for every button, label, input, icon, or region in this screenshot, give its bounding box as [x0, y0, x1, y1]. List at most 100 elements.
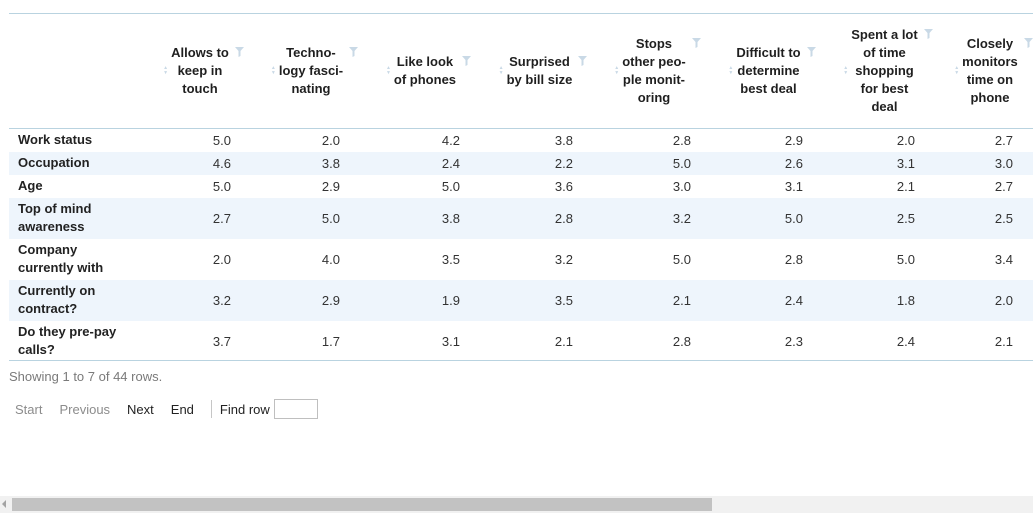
table-cell: 5.0	[896, 251, 915, 267]
horizontal-scrollbar[interactable]	[0, 496, 1033, 513]
start-button[interactable]: Start	[15, 401, 43, 417]
table-cell: 2.4	[784, 292, 803, 308]
sort-icon[interactable]: ▲ ▼	[498, 65, 504, 76]
column-header-label: Spent a lot of time shopping for best deal	[851, 26, 917, 116]
table-cell: 2.4	[441, 155, 460, 171]
table-cell: 2.7	[994, 178, 1013, 194]
row-header-line: Company	[18, 242, 78, 257]
filter-icon[interactable]	[349, 47, 359, 57]
table-row: Work status 5.0 2.0 4.2 3.8 2.8 2.9 2.0 2.7	[9, 129, 1033, 152]
sort-icon[interactable]: ▲ ▼	[385, 65, 391, 76]
row-header-line: Work status	[18, 132, 93, 148]
previous-button[interactable]: Previous	[59, 401, 111, 417]
filter-icon[interactable]	[923, 29, 933, 39]
table-cell: 3.1	[896, 155, 915, 171]
column-header-line: nating	[291, 81, 331, 96]
filter-icon[interactable]	[578, 56, 588, 66]
column-header-line: touch	[182, 81, 218, 96]
table-cell: 5.0	[441, 178, 460, 194]
table-cell: 3.2	[554, 251, 573, 267]
sort-icon[interactable]: ▲ ▼	[728, 65, 734, 76]
column-header[interactable]: ▲ ▼ Techno-logy fasci-nating	[250, 14, 364, 129]
column-header-cell: ▲ ▼ Surprised by bill size	[478, 14, 593, 128]
table-row: Age 5.0 2.9 5.0 3.6 3.0 3.1 2.1 2.7	[9, 175, 1033, 198]
column-header-cell: ▲ ▼ Difficult to determine best deal	[707, 14, 822, 128]
table-cell: 5.0	[672, 155, 691, 171]
column-header[interactable]: ▲ ▼ Spent a lot of time shopping for best deal	[822, 14, 939, 129]
column-header[interactable]: ▲ ▼ Surprised by bill size	[478, 14, 593, 129]
column-header-label: Stops other peo-ple monit-oring	[622, 35, 686, 107]
filter-icon[interactable]	[462, 56, 472, 66]
table-cell: 2.7	[994, 132, 1013, 148]
sort-icon[interactable]: ▲ ▼	[163, 65, 169, 76]
sort-icon[interactable]: ▲ ▼	[843, 65, 849, 76]
column-header-line: phone	[970, 90, 1010, 105]
row-header-line: Currently on	[18, 283, 96, 298]
table-cell: 5.0	[212, 132, 231, 148]
row-header: Company currently with	[9, 239, 142, 280]
table-cell: 3.1	[784, 178, 803, 194]
column-header-line: Surprised	[509, 54, 570, 69]
sort-icon[interactable]: ▲ ▼	[270, 65, 276, 76]
row-header-line: Top of mind	[18, 201, 92, 216]
table-cell: 2.0	[321, 132, 340, 148]
table-cell: 1.9	[441, 292, 460, 308]
column-header-line: Allows to	[171, 45, 229, 60]
column-header-line: Stops	[635, 36, 673, 51]
table-cell: 2.9	[784, 132, 803, 148]
scrollbar-thumb[interactable]	[12, 498, 712, 511]
table-cell: 2.6	[784, 155, 803, 171]
table-row: Company currently with 2.0 4.0 3.5 3.2 5.0 2.8 5…	[9, 239, 1033, 280]
filter-icon[interactable]	[691, 38, 701, 48]
column-header-cell: ▲ ▼ Techno-logy fasci-nating	[250, 14, 364, 128]
pager-divider	[210, 400, 212, 418]
table-cell: 5.0	[672, 251, 691, 267]
table-cell: 1.8	[896, 292, 915, 308]
pagination: Start Previous Next End Find row	[15, 399, 318, 419]
next-button[interactable]: Next	[127, 401, 154, 417]
column-header-cell: ▲ ▼ Closely monitors time on phone	[939, 14, 1033, 128]
table-cell: 2.1	[994, 333, 1013, 349]
table-cell: 3.0	[994, 155, 1013, 171]
column-header-line: Difficult to	[736, 45, 801, 60]
table-header: ▲ ▼ Allows to keep in touch ▲ ▼ Techno-logy fas…	[9, 13, 1033, 129]
row-header-line: Age	[18, 178, 43, 193]
column-header-line: of time	[863, 45, 906, 60]
table-cell: 3.5	[554, 292, 573, 308]
column-header-cell: ▲ ▼ Stops other peo-ple monit-oring	[593, 14, 707, 128]
row-header: Do they pre-pay calls?	[9, 321, 142, 362]
column-header[interactable]: ▲ ▼ Stops other peo-ple monit-oring	[593, 14, 707, 129]
find-row-input[interactable]	[273, 399, 318, 419]
sort-icon[interactable]: ▲ ▼	[954, 65, 960, 76]
table-cell: 2.0	[994, 292, 1013, 308]
table-row: Currently on contract? 3.2 2.9 1.9 3.5 2.1 2.4 1…	[9, 279, 1033, 321]
column-header-label: Allows to keep in touch	[171, 44, 229, 98]
row-header-line: Do they pre-pay	[18, 324, 117, 339]
column-header-cell: ▲ ▼ Like look of phones	[364, 14, 478, 128]
column-header[interactable]: ▲ ▼ Like look of phones	[364, 14, 478, 129]
table-cell: 1.7	[321, 333, 340, 349]
table-cell: 4.0	[321, 251, 340, 267]
filter-icon[interactable]	[806, 47, 816, 57]
column-header-line: for best	[860, 81, 909, 96]
table-cell: 3.8	[554, 132, 573, 148]
column-header[interactable]: ▲ ▼ Allows to keep in touch	[142, 14, 250, 129]
table-cell: 3.5	[441, 251, 460, 267]
scroll-left-arrow-icon[interactable]	[2, 500, 6, 508]
find-row-label: Find row	[219, 401, 270, 417]
end-button[interactable]: End	[170, 401, 194, 417]
column-header-label: Surprised by bill size	[507, 53, 573, 89]
column-header[interactable]: ▲ ▼ Closely monitors time on phone	[939, 14, 1033, 129]
showing-rows-text: Showing 1 to 7 of 44 rows.	[9, 369, 163, 384]
row-header-line: Occupation	[18, 155, 90, 170]
column-header[interactable]: ▲ ▼ Difficult to determine best deal	[707, 14, 822, 129]
column-header-cell: ▲ ▼ Allows to keep in touch	[142, 14, 250, 128]
column-header-line: determine	[737, 63, 800, 78]
sort-icon[interactable]: ▲ ▼	[614, 65, 620, 76]
filter-icon[interactable]	[1023, 38, 1033, 48]
row-header-line: contract?	[18, 301, 78, 316]
column-header-line: time on	[966, 72, 1014, 87]
filter-icon[interactable]	[234, 47, 244, 57]
table-cell: 2.2	[554, 155, 573, 171]
column-header-label: Like look of phones	[394, 53, 456, 89]
